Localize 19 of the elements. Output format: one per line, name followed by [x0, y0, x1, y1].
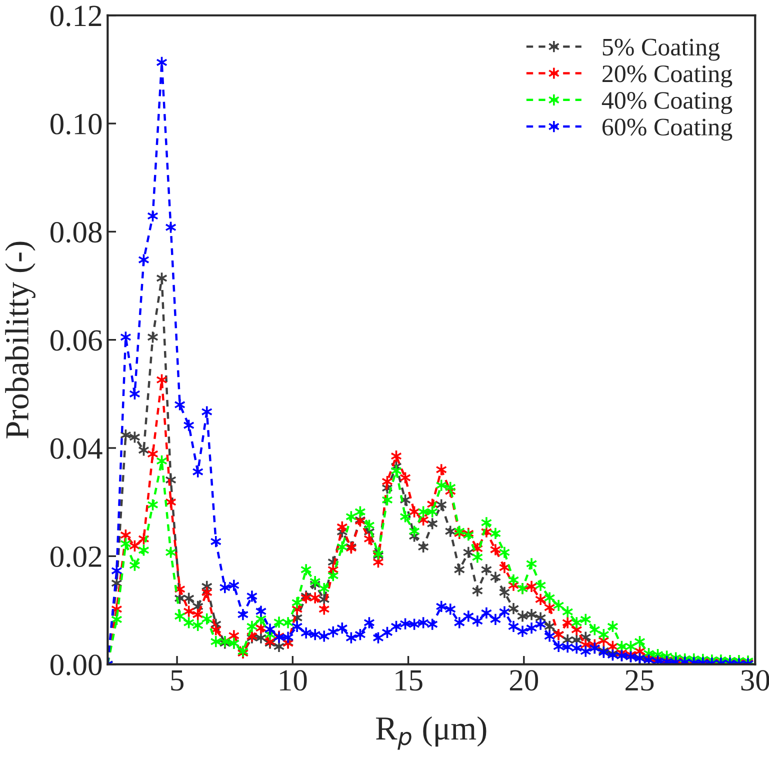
y-axis-title: Probabilitty (-): [5, 242, 36, 438]
x-tick-label: 20: [510, 670, 538, 691]
y-tick-label: 0.08: [50, 222, 102, 243]
y-tick-label: 0.02: [50, 546, 102, 568]
y-tick-label: 0.10: [50, 114, 102, 135]
legend-label: 5% Coating: [602, 38, 720, 61]
legend-label: 60% Coating: [602, 118, 732, 141]
x-axis-title: R$_{p}$ (μm): [376, 716, 486, 750]
x-tick-label: 15: [396, 670, 422, 691]
x-tick-label: 10: [280, 670, 307, 691]
y-tick-label: 0.00: [50, 654, 102, 676]
x-tick-label: 5: [171, 670, 184, 691]
y-tick-label: 0.12: [50, 6, 102, 26]
legend-label: 20% Coating: [602, 65, 732, 88]
legend-label: 40% Coating: [602, 92, 732, 114]
x-tick-label: 30: [741, 670, 769, 691]
y-tick-label: 0.04: [50, 438, 102, 460]
y-tick-label: 0.06: [50, 330, 102, 351]
x-tick-label: 25: [626, 670, 654, 691]
